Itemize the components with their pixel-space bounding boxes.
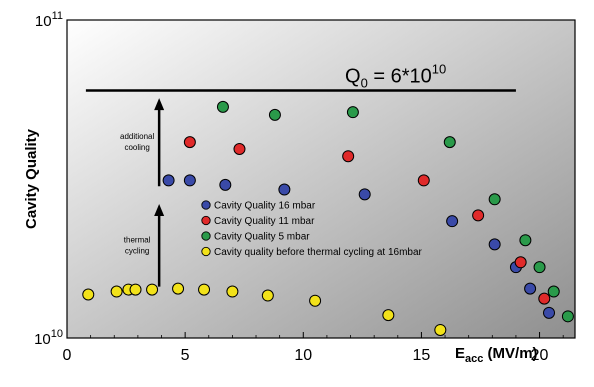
annotation-text: additional cooling xyxy=(120,132,154,152)
x-tick-label: 0 xyxy=(63,347,72,364)
legend-marker xyxy=(201,200,211,210)
x-tick-label: 10 xyxy=(294,347,312,364)
data-point xyxy=(146,283,159,296)
data-point xyxy=(538,292,551,305)
data-point xyxy=(219,178,232,191)
data-point xyxy=(346,106,359,119)
data-point xyxy=(162,174,175,187)
data-point xyxy=(183,174,196,187)
data-point xyxy=(524,282,537,295)
data-point xyxy=(82,288,95,301)
data-point xyxy=(519,234,532,247)
data-point xyxy=(443,136,456,149)
data-point xyxy=(309,294,322,307)
data-point xyxy=(342,150,355,163)
x-tick-label: 5 xyxy=(181,347,190,364)
data-point xyxy=(198,283,211,296)
data-point xyxy=(488,193,501,206)
y-tick-label: 1010 xyxy=(34,328,63,348)
annotation-text: thermal cycling xyxy=(124,235,151,255)
x-tick-label: 15 xyxy=(413,347,431,364)
data-point xyxy=(488,238,501,251)
data-point xyxy=(472,209,485,222)
data-point xyxy=(226,285,239,298)
data-point xyxy=(434,323,447,336)
data-point xyxy=(268,108,281,121)
legend-label: Cavity Quality 16 mbar xyxy=(214,201,316,212)
data-point xyxy=(446,215,459,228)
y-axis-label: Cavity Quality xyxy=(23,128,40,229)
data-point xyxy=(110,285,123,298)
annotation-arrow-head xyxy=(154,98,165,111)
y-tick-label: 1011 xyxy=(35,10,63,30)
data-point xyxy=(382,309,395,322)
reference-line-label: Q0 = 6*1010 xyxy=(345,62,446,91)
legend-label: Cavity quality before thermal cycling at… xyxy=(214,247,423,258)
legend-marker xyxy=(201,246,211,257)
data-point xyxy=(172,282,185,295)
legend-marker xyxy=(201,231,211,241)
data-point xyxy=(233,142,246,155)
annotation-arrow-head xyxy=(154,204,165,217)
x-tick-label: 20 xyxy=(531,347,549,364)
data-point xyxy=(533,261,546,274)
legend-label: Cavity Quality 11 mbar xyxy=(214,216,315,227)
legend-marker xyxy=(201,215,211,226)
data-point xyxy=(261,289,274,302)
data-point xyxy=(216,100,229,113)
plot-background xyxy=(67,20,575,338)
data-point xyxy=(129,283,142,296)
data-point xyxy=(358,188,371,201)
x-axis-label: Eacc (MV/m) xyxy=(455,345,538,365)
data-point xyxy=(514,256,527,269)
data-point xyxy=(183,136,196,149)
data-point xyxy=(547,285,560,298)
data-point xyxy=(543,306,556,319)
data-point xyxy=(417,174,430,187)
data-point xyxy=(561,310,574,323)
legend-label: Cavity Quality 5 mbar xyxy=(214,232,310,243)
data-point xyxy=(278,183,291,196)
plot-frame xyxy=(66,19,576,339)
